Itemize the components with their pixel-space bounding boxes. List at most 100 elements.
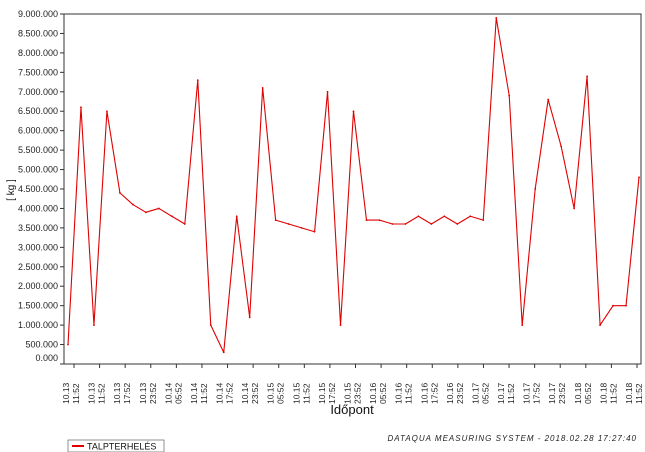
series-point: [80, 106, 82, 109]
x-tick-label: 10.16: [394, 382, 404, 404]
x-tick-label: 05:52: [583, 382, 593, 404]
x-tick-label: 10.18: [573, 382, 583, 404]
x-tick-label: 11:52: [97, 383, 107, 404]
series-point: [170, 215, 173, 218]
y-tick-label: 5.000.000: [18, 165, 58, 175]
y-tick-label: 7.000.000: [18, 87, 58, 97]
x-tick-label: 23:52: [250, 382, 260, 404]
x-tick-label: 05:52: [276, 382, 286, 404]
series-point: [404, 223, 407, 225]
y-tick-label: 4.000.000: [18, 203, 58, 213]
y-tick-label: 7.500.000: [18, 67, 58, 77]
x-tick-label: 05:52: [173, 382, 183, 404]
x-tick-label: 10.15: [291, 382, 301, 404]
y-tick-label: 3.500.000: [18, 223, 58, 233]
x-tick-label: 10.16: [368, 382, 378, 404]
x-tick-label: 10.13: [61, 382, 71, 404]
x-tick-label: 10.17: [522, 382, 532, 404]
x-tick-label: 23:52: [353, 382, 363, 404]
x-tick-label: 10.15: [343, 382, 353, 404]
y-axis-ticks: 0.000 500.000 1.000.000 1.500.000 2.000.000 2…: [18, 9, 64, 365]
series-point: [469, 215, 472, 218]
series-point: [287, 223, 290, 225]
y-tick-label: 9.000.000: [18, 9, 58, 19]
series-point: [391, 223, 394, 225]
series-point: [261, 86, 264, 89]
x-tick-label: 05:52: [480, 382, 490, 404]
x-tick-label: 10.17: [547, 382, 557, 404]
x-tick-label: 11:52: [634, 383, 644, 404]
series-point: [274, 219, 277, 222]
series-point: [573, 207, 576, 210]
x-tick-label: 11:52: [199, 383, 209, 404]
series-point: [482, 219, 485, 222]
y-tick-label: 2.500.000: [18, 262, 58, 272]
x-tick-label: 17:52: [532, 382, 542, 404]
series-point: [456, 223, 459, 225]
series-point: [534, 188, 537, 190]
series-point: [495, 16, 498, 19]
x-tick-label: 10.17: [470, 382, 480, 404]
y-tick-label: 6.000.000: [18, 126, 58, 136]
x-tick-label: 10.15: [317, 382, 327, 404]
x-tick-label: 10.13: [87, 382, 97, 404]
y-tick-label: 6.500.000: [18, 106, 58, 116]
x-tick-label: 23:52: [148, 382, 158, 404]
y-tick-label: 5.500.000: [18, 145, 58, 155]
x-tick-label: 10.14: [240, 382, 250, 404]
x-tick-label: 23:52: [557, 382, 567, 404]
series-point: [183, 223, 186, 225]
series-point: [378, 219, 381, 222]
y-tick-label: 1.500.000: [18, 301, 58, 311]
x-tick-label: 05:52: [378, 382, 388, 404]
series-point: [131, 203, 134, 206]
x-tick-label: 10.14: [215, 382, 225, 404]
series-point: [560, 145, 563, 148]
series-point: [638, 176, 640, 179]
series-layer: [67, 16, 640, 354]
y-tick-label: 4.500.000: [18, 184, 58, 194]
x-tick-label: 10.13: [112, 382, 122, 404]
x-tick-label: 17:52: [122, 382, 132, 404]
y-tick-label: 8.000.000: [18, 48, 58, 58]
x-tick-label: 10.16: [445, 382, 455, 404]
series-point: [300, 226, 303, 229]
series-point: [547, 98, 550, 101]
legend-box: [67, 439, 165, 452]
series-point: [209, 324, 212, 327]
x-axis-ticks: 10.13 11:52 10.13 11:52 10.13 17:52 10.13 23:52…: [61, 364, 644, 404]
series-point: [365, 219, 368, 222]
series-point: [521, 324, 524, 327]
series-point: [235, 215, 238, 218]
series-point: [443, 215, 446, 218]
x-axis-title: Időpont: [330, 402, 374, 417]
legend-label: TALPTERHELÉS: [87, 442, 156, 452]
series-point: [625, 304, 627, 307]
plot-frame: [63, 13, 642, 365]
series-point: [417, 215, 420, 218]
y-tick-label: 8.500.000: [18, 28, 58, 38]
series-point: [93, 324, 95, 327]
y-axis-title: [ kg ]: [6, 179, 17, 201]
y-tick-label: 3.000.000: [18, 242, 58, 252]
series-point: [508, 94, 511, 97]
series-point: [313, 230, 316, 233]
series-point: [157, 207, 160, 210]
y-tick-label: 2.000.000: [18, 281, 58, 291]
x-tick-label: 17:52: [225, 382, 235, 404]
x-tick-label: 17:52: [429, 382, 439, 404]
series-point: [586, 75, 588, 78]
x-tick-label: 10.16: [419, 382, 429, 404]
footer-text: DATAQUA MEASURING SYSTEM - 2018.02.28 17…: [388, 434, 638, 443]
x-tick-label: 17:52: [327, 382, 337, 404]
x-tick-label: 10.15: [266, 382, 276, 404]
x-tick-label: 11:52: [506, 383, 516, 404]
series-point: [352, 110, 355, 113]
x-tick-label: 10.14: [189, 382, 199, 404]
x-tick-label: 11:52: [71, 383, 81, 404]
series-point: [430, 223, 433, 225]
series-point: [248, 316, 251, 319]
series-point: [144, 211, 147, 214]
x-tick-label: 11:52: [608, 383, 618, 404]
y-tick-label: 1.000.000: [18, 320, 58, 330]
